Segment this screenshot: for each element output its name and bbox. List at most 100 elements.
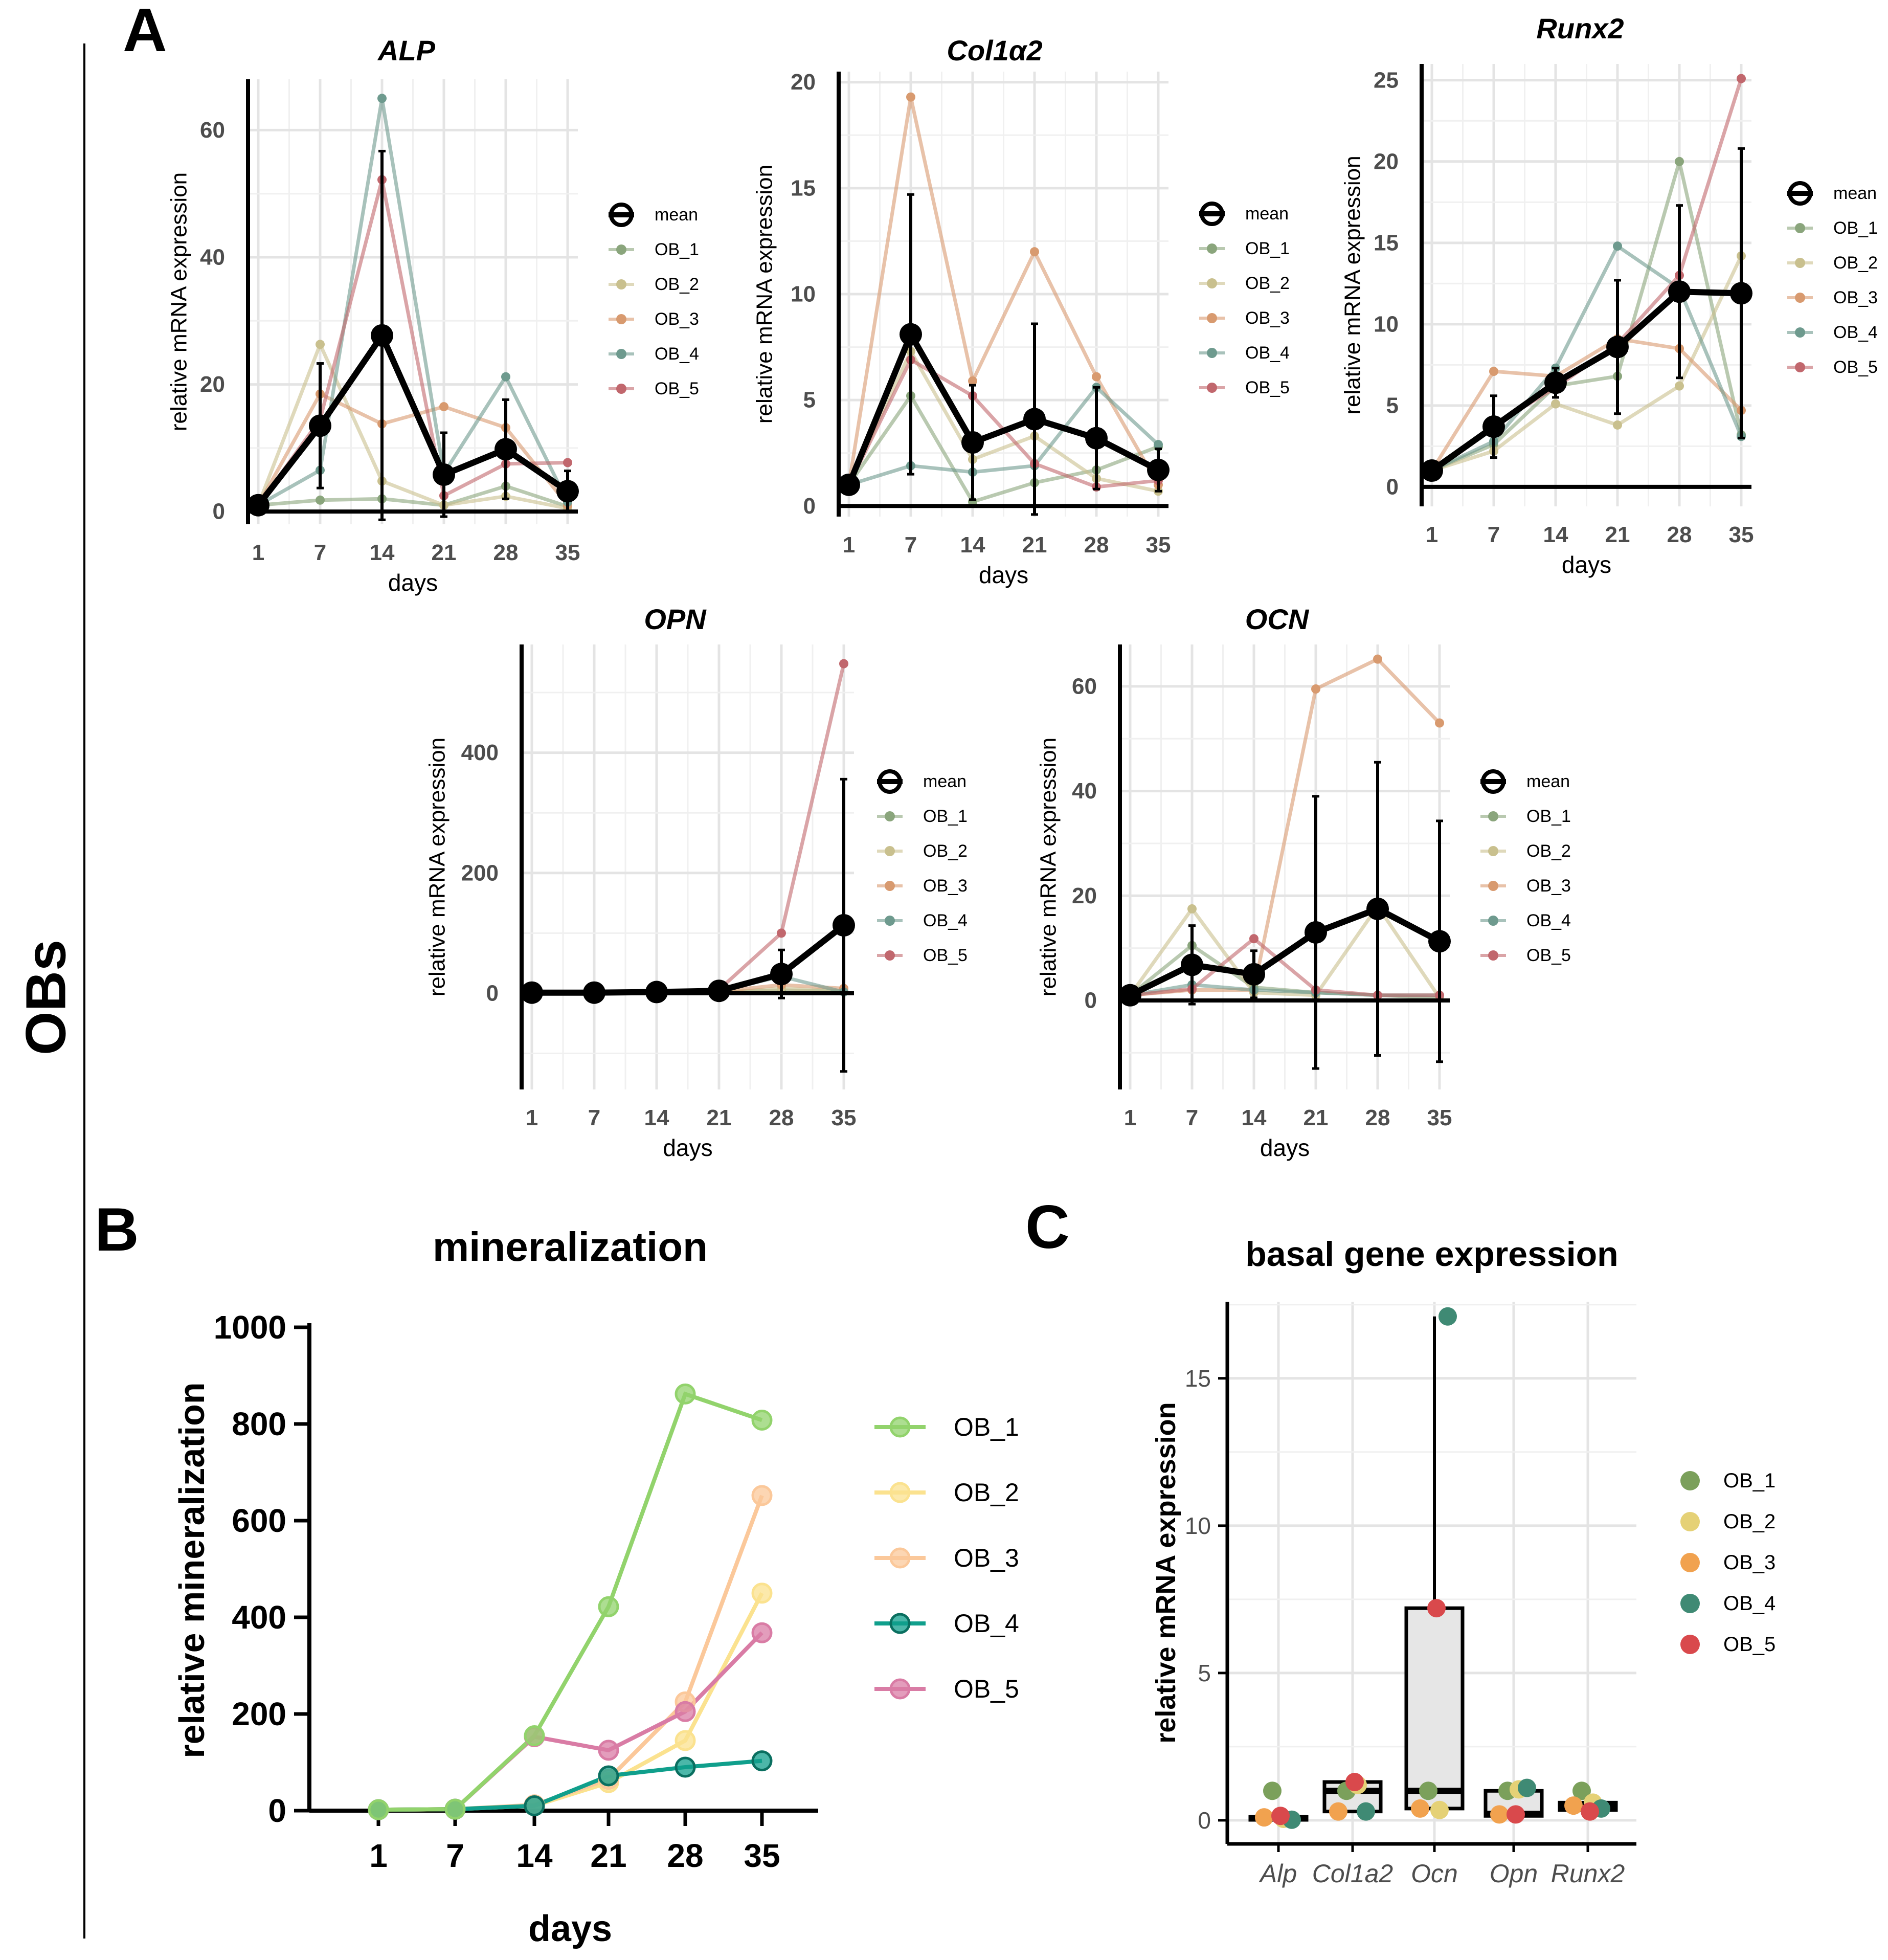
series-line-OB_2 bbox=[256, 342, 568, 510]
legend-key-marker-OB_3 bbox=[885, 881, 895, 891]
x-tick-label: 35 bbox=[555, 540, 580, 565]
chart-ocn: 0 20 40 60 1 7 14 21 28 35 days relative mRNA expre… bbox=[1036, 603, 1571, 1161]
chart-opn: 0 200 400 1 7 14 21 28 35 days relative mRNA expre… bbox=[425, 603, 968, 1161]
y-tick-label: 0 bbox=[486, 981, 499, 1006]
data-point-OB_5 bbox=[675, 1701, 696, 1722]
x-tick-label: 14 bbox=[644, 1105, 669, 1130]
legend-label: OB_4 bbox=[1833, 323, 1878, 342]
series-line-OB_3 bbox=[256, 392, 569, 506]
data-point-OB_3 bbox=[1489, 367, 1498, 376]
y-tick-label: 0 bbox=[213, 499, 225, 524]
y-axis-title: relative mRNA expression bbox=[1151, 1402, 1181, 1743]
series-line-OB_2 bbox=[847, 349, 1159, 493]
data-point-mean bbox=[961, 431, 984, 454]
legend-key-marker-OB_2 bbox=[1488, 846, 1498, 856]
x-tick-label: 35 bbox=[831, 1105, 857, 1130]
y-tick-label: 600 bbox=[232, 1502, 286, 1539]
y-tick-label: 0 bbox=[268, 1792, 286, 1829]
data-point-OB_4 bbox=[1613, 241, 1622, 251]
y-tick-label: 5 bbox=[1198, 1660, 1211, 1686]
legend-label: OB_5 bbox=[1526, 946, 1571, 965]
chart-alp: 0 20 40 60 1 7 14 21 28 35 days relative mRNA expre… bbox=[167, 34, 699, 596]
data-point-OB_2 bbox=[1430, 1800, 1449, 1819]
legend-label: OB_2 bbox=[923, 841, 968, 861]
series-line-OB_1 bbox=[378, 1391, 763, 1812]
series-line-OB_2 bbox=[1129, 904, 1441, 999]
chart-title: Runx2 bbox=[1536, 12, 1624, 44]
legend-key-marker-OB_2 bbox=[889, 1482, 911, 1503]
legend-label: OB_5 bbox=[954, 1675, 1019, 1703]
data-point-OB_1 bbox=[598, 1596, 619, 1617]
legend-label: OB_4 bbox=[954, 1609, 1019, 1638]
data-point-OB_5 bbox=[777, 928, 786, 938]
legend-label: OB_3 bbox=[655, 309, 699, 329]
data-point-mean bbox=[708, 979, 730, 1003]
data-point-OB_4 bbox=[377, 94, 387, 103]
chart-title: Col1α2 bbox=[947, 34, 1042, 66]
x-tick-label: 28 bbox=[769, 1105, 794, 1130]
x-tick-label: 21 bbox=[707, 1105, 732, 1130]
y-tick-label: 400 bbox=[232, 1599, 286, 1636]
panel-label-b: B bbox=[95, 1195, 139, 1264]
legend-key-marker-OB_3 bbox=[1680, 1553, 1700, 1572]
legend-label: OB_2 bbox=[655, 275, 699, 294]
chart-runx: 0 5 10 15 20 25 1 7 14 21 28 35 days relative mRNA ex… bbox=[1340, 12, 1878, 578]
data-point-OB_2 bbox=[316, 340, 325, 349]
data-point-OB_5 bbox=[1581, 1802, 1599, 1821]
y-tick-label: 1000 bbox=[214, 1309, 286, 1346]
series-line-OB_3 bbox=[378, 1495, 764, 1812]
legend-key-marker-OB_4 bbox=[616, 349, 626, 359]
y-tick-label: 20 bbox=[1072, 883, 1097, 908]
chart-title: ALP bbox=[377, 34, 436, 66]
data-point-OB_4 bbox=[751, 1750, 773, 1772]
y-tick-label: 0 bbox=[1085, 988, 1097, 1013]
x-tick-label: 7 bbox=[588, 1105, 600, 1130]
data-point-mean bbox=[1147, 458, 1170, 481]
legend-key-marker-OB_1 bbox=[889, 1416, 911, 1438]
data-point-mean bbox=[521, 981, 543, 1004]
x-tick-label: Ocn bbox=[1411, 1859, 1458, 1888]
x-tick-label: 28 bbox=[1365, 1105, 1390, 1130]
data-point-mean bbox=[1482, 415, 1505, 438]
data-point-OB_3 bbox=[1373, 654, 1382, 664]
data-point-OB_2 bbox=[1613, 420, 1622, 430]
legend-key-marker-OB_2 bbox=[1795, 258, 1805, 268]
y-tick-label: 15 bbox=[791, 175, 816, 201]
x-tick-label: 1 bbox=[252, 540, 264, 565]
legend-label: OB_1 bbox=[1723, 1469, 1775, 1492]
x-tick-label: 7 bbox=[905, 532, 917, 558]
y-tick-label: 5 bbox=[1386, 393, 1399, 418]
series-line-OB_4 bbox=[378, 1758, 762, 1812]
y-tick-label: 15 bbox=[1374, 230, 1399, 255]
data-point-mean bbox=[1421, 459, 1443, 482]
legend-label: OB_1 bbox=[923, 807, 968, 826]
data-point-OB_4 bbox=[1439, 1307, 1457, 1326]
data-point-OB_5 bbox=[598, 1740, 619, 1761]
series-line-OB_5 bbox=[1130, 937, 1440, 997]
legend-key-marker-OB_5 bbox=[616, 384, 626, 394]
x-tick-label: 7 bbox=[1186, 1105, 1198, 1130]
x-tick-label: 28 bbox=[667, 1837, 703, 1874]
y-tick-label: 0 bbox=[1386, 474, 1399, 499]
legend-key-marker-OB_5 bbox=[1488, 950, 1498, 961]
data-point-mean bbox=[645, 981, 668, 1004]
x-tick-label: 14 bbox=[370, 540, 395, 565]
data-point-OB_1 bbox=[444, 1798, 466, 1820]
side-label: OBs bbox=[15, 940, 78, 1055]
x-tick-label: Opn bbox=[1490, 1859, 1538, 1888]
legend-label: mean bbox=[1526, 772, 1570, 791]
legend-label: OB_1 bbox=[1245, 239, 1290, 258]
data-point-mean bbox=[371, 324, 393, 347]
legend-label: OB_3 bbox=[954, 1544, 1019, 1572]
data-point-OB_3 bbox=[439, 402, 448, 412]
x-tick-label: 1 bbox=[1124, 1105, 1136, 1130]
data-point-OB_2 bbox=[1551, 399, 1560, 409]
data-point-OB_1 bbox=[1263, 1781, 1282, 1800]
legend-key-marker-OB_2 bbox=[1680, 1512, 1700, 1531]
legend-key-marker-OB_4 bbox=[1680, 1594, 1700, 1613]
x-tick-label: 7 bbox=[446, 1837, 464, 1874]
data-point-OB_4 bbox=[598, 1765, 619, 1787]
data-point-mean bbox=[433, 463, 455, 486]
x-tick-label: 21 bbox=[432, 540, 457, 565]
legend-key-marker-OB_2 bbox=[885, 846, 895, 856]
